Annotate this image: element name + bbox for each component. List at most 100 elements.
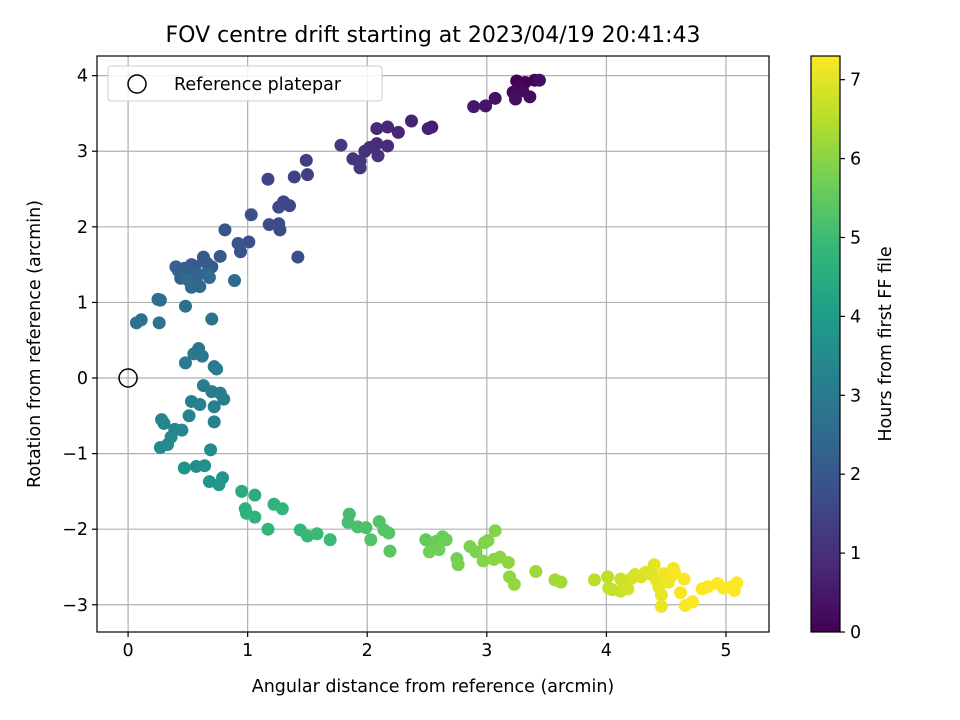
data-point	[668, 565, 682, 579]
data-point	[421, 122, 435, 136]
data-point	[381, 120, 395, 134]
data-point	[730, 576, 744, 590]
data-point	[181, 273, 195, 287]
x-tick-label: 5	[720, 641, 731, 661]
data-point	[601, 570, 615, 584]
data-point	[509, 92, 523, 106]
data-point	[364, 533, 378, 547]
data-point	[391, 125, 405, 139]
data-point	[261, 522, 275, 536]
data-point	[235, 484, 249, 498]
data-point	[213, 249, 227, 263]
x-tick-label: 4	[601, 641, 612, 661]
data-point	[507, 577, 521, 591]
data-point	[228, 274, 242, 288]
legend-label: Reference platepar	[174, 75, 342, 95]
data-point	[153, 441, 167, 455]
data-point	[287, 170, 301, 184]
y-tick-label: −1	[62, 445, 88, 465]
data-point	[432, 543, 446, 557]
data-point	[153, 293, 167, 307]
data-point	[248, 488, 262, 502]
y-axis-ticks: −3 −2 −1 0 1 2 3 4	[62, 67, 97, 616]
data-point	[207, 415, 221, 429]
data-point	[193, 397, 207, 411]
data-point	[359, 521, 373, 535]
data-point	[654, 599, 668, 613]
data-point	[451, 558, 465, 572]
data-point	[587, 573, 601, 587]
data-point	[195, 349, 209, 363]
data-point	[370, 122, 384, 136]
colorbar-tick-label: 2	[850, 465, 861, 485]
x-tick-label: 0	[123, 641, 134, 661]
reference-platepar-marker	[118, 368, 138, 388]
data-point	[204, 443, 218, 457]
y-tick-label: 4	[77, 67, 88, 87]
data-point	[529, 565, 543, 579]
data-point	[479, 99, 493, 113]
data-point	[310, 527, 324, 541]
data-point	[685, 595, 699, 609]
data-point	[621, 582, 635, 596]
data-point	[501, 555, 515, 569]
data-point	[677, 572, 691, 586]
data-point	[353, 161, 367, 175]
colorbar-tick-label: 0	[850, 623, 861, 643]
data-point	[218, 223, 232, 237]
data-point	[157, 416, 171, 430]
data-point	[439, 533, 453, 547]
colorbar-tick-label: 1	[850, 544, 861, 564]
data-point	[152, 316, 166, 330]
data-point	[523, 90, 537, 104]
data-point	[178, 356, 192, 370]
data-points	[129, 73, 744, 613]
colorbar-tick-label: 7	[850, 71, 861, 91]
y-tick-label: 0	[77, 369, 88, 389]
data-point	[346, 152, 360, 166]
grid-lines	[97, 56, 769, 632]
chart-title: FOV centre drift starting at 2023/04/19 …	[166, 23, 701, 48]
colorbar-tick-label: 6	[850, 150, 861, 170]
legend-box	[107, 65, 383, 102]
data-point	[381, 139, 395, 153]
data-point	[291, 250, 305, 264]
data-point	[200, 256, 214, 270]
data-point	[300, 168, 314, 182]
data-point	[210, 362, 224, 376]
data-point	[178, 299, 192, 313]
data-point	[248, 510, 262, 524]
x-tick-label: 2	[362, 641, 373, 661]
y-axis-label: Rotation from reference (arcmin)	[25, 200, 45, 488]
data-point	[129, 316, 143, 330]
data-point	[323, 533, 337, 547]
data-point	[202, 270, 216, 284]
legend-marker-icon	[127, 74, 147, 94]
data-point	[467, 100, 481, 114]
y-tick-label: 1	[77, 293, 88, 313]
colorbar-tick-label: 5	[850, 228, 861, 248]
y-tick-label: 3	[77, 142, 88, 162]
colorbar-tick-label: 3	[850, 386, 861, 406]
data-point	[182, 409, 196, 423]
data-point	[476, 554, 490, 568]
x-axis-label: Angular distance from reference (arcmin)	[252, 677, 615, 697]
data-point	[554, 575, 568, 589]
colorbar-label: Hours from first FF file	[876, 246, 896, 441]
y-tick-label: −2	[62, 520, 88, 540]
data-point	[205, 312, 219, 326]
x-tick-label: 1	[242, 641, 253, 661]
data-point	[212, 478, 226, 492]
data-point	[488, 91, 502, 105]
data-point	[404, 114, 418, 128]
x-tick-label: 3	[481, 641, 492, 661]
data-point	[207, 400, 221, 414]
colorbar-tick-label: 4	[850, 307, 861, 327]
data-point	[272, 200, 286, 214]
data-point	[334, 138, 348, 152]
colorbar-ticks: 0 1 2 3 4 5 6 7	[840, 71, 861, 643]
data-point	[654, 588, 668, 602]
y-tick-label: −3	[62, 596, 88, 616]
